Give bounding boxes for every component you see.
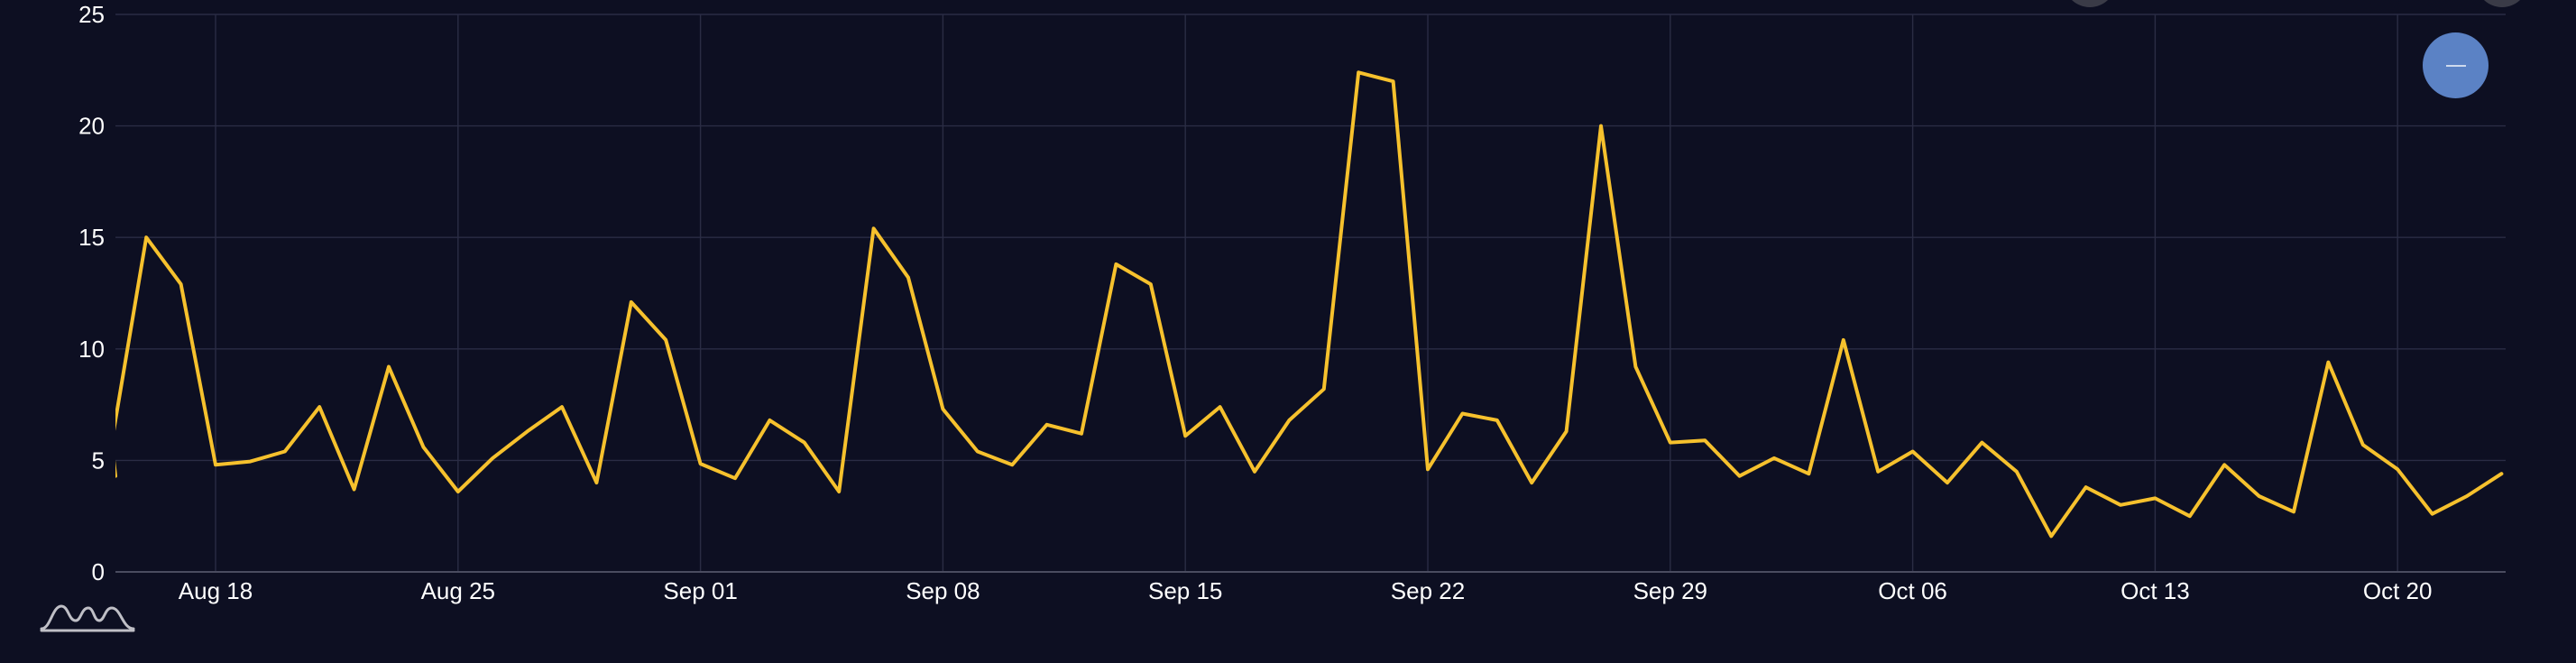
x-grid-lines	[215, 14, 2398, 572]
y-tick-label: 15	[78, 224, 105, 251]
x-tick-label: Sep 15	[1148, 577, 1222, 604]
y-tick-label: 5	[92, 447, 105, 474]
x-tick-label: Sep 29	[1633, 577, 1707, 604]
series-group	[115, 70, 2504, 539]
series-line	[115, 70, 2504, 539]
x-tick-label: Oct 13	[2121, 577, 2190, 604]
y-tick-label: 10	[78, 336, 105, 363]
y-tick-label: 0	[92, 558, 105, 585]
x-axis-labels: Aug 18 Aug 25 Sep 01 Sep 08 Sep 15 Sep 22 Sep …	[179, 577, 2433, 604]
x-tick-label: Aug 18	[179, 577, 253, 604]
x-tick-label: Oct 06	[1878, 577, 1947, 604]
x-tick-label: Sep 01	[663, 577, 737, 604]
y-axis-labels: 0 5 10 15 20 25	[78, 1, 105, 585]
top-control-button[interactable]	[2476, 0, 2528, 7]
y-tick-label: 20	[78, 113, 105, 140]
zoom-reset-button[interactable]	[2423, 32, 2489, 98]
x-tick-label: Oct 20	[2363, 577, 2433, 604]
y-grid-lines	[115, 14, 2506, 462]
top-control-button[interactable]	[2064, 0, 2116, 7]
x-tick-label: Aug 25	[421, 577, 495, 604]
x-tick-label: Sep 22	[1391, 577, 1465, 604]
x-tick-label: Sep 08	[906, 577, 980, 604]
chart-logo-icon	[40, 604, 135, 632]
minus-icon	[2445, 64, 2466, 67]
y-tick-label: 25	[78, 1, 105, 28]
